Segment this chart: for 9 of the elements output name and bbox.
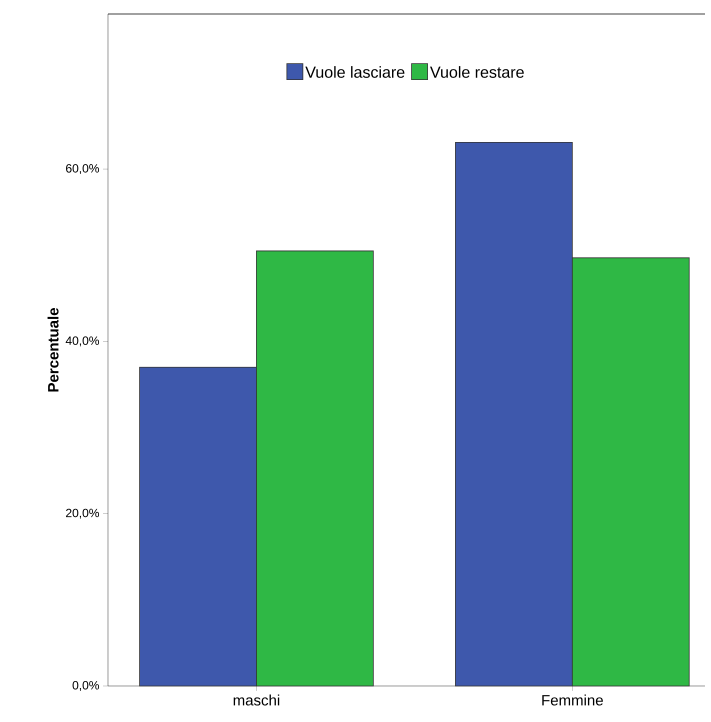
y-tick-label: 20,0% <box>66 508 100 519</box>
legend-label: Vuole lasciare <box>305 66 404 78</box>
x-tick-label: Femmine <box>542 694 603 706</box>
legend-label: Vuole restare <box>430 66 524 78</box>
y-tick-label: 40,0% <box>66 336 100 346</box>
y-tick-label: 0,0% <box>72 681 100 691</box>
x-tick-label: maschi <box>234 694 280 706</box>
y-tick-label: 60,0% <box>66 164 100 174</box>
y-axis-title: Percentuale <box>48 308 59 392</box>
